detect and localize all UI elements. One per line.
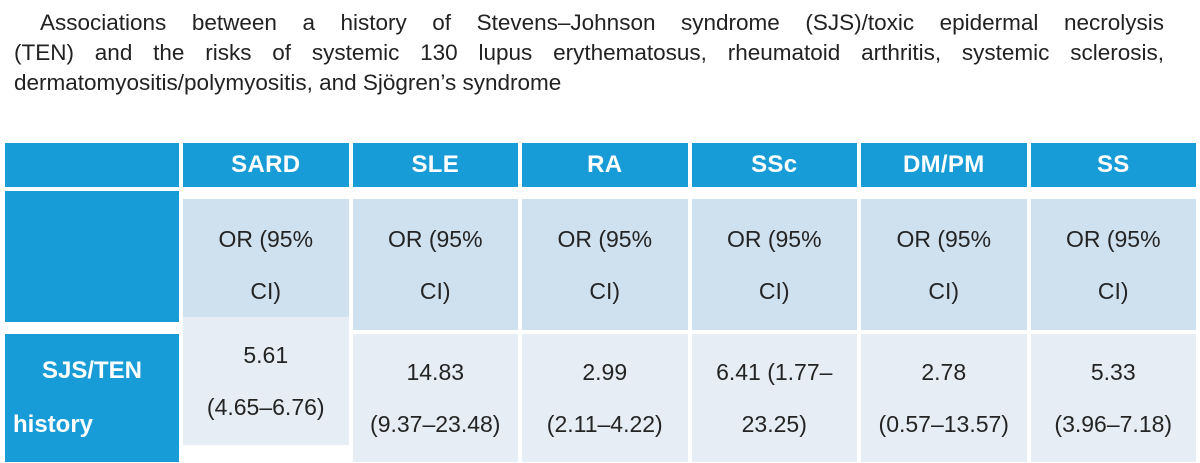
subheader-text: OR (95% [557, 225, 653, 252]
column-header-sard: SARD [183, 143, 349, 187]
value-cell-dmpm: 2.78 (0.57–13.57) [861, 334, 1027, 462]
subheader-sard: OR (95% CI) [183, 199, 349, 330]
caption-line-1: Associations between a history of Steven… [40, 10, 1164, 35]
subheader-text: OR (95% [387, 225, 483, 252]
subheader-sle: OR (95% CI) [352, 199, 518, 330]
value-cell-ssc: 6.41 (1.77– 23.25) [691, 334, 857, 462]
subheader-text: CI) [1097, 277, 1129, 304]
subheader-text: CI) [250, 277, 282, 304]
header-corner-cell [5, 143, 179, 187]
column-header-sle: SLE [352, 143, 518, 187]
or-value: 14.83 [406, 359, 465, 385]
or-value: 5.33 [1090, 359, 1136, 385]
row-header-line-2: history [13, 411, 94, 438]
subheader-text: OR (95% [896, 225, 992, 252]
subheader-ss: OR (95% CI) [1030, 199, 1196, 330]
or-value: 2.78 [921, 359, 967, 385]
column-header-ss: SS [1030, 143, 1196, 187]
subheader-text: OR (95% [726, 225, 822, 252]
column-header-dmpm: DM/PM [861, 143, 1027, 187]
column-header-ssc: SSc [691, 143, 857, 187]
caption-line-2: (TEN) and the risks of systemic 130 lupu… [14, 40, 1164, 65]
or-value: 6.41 (1.77– [716, 359, 833, 385]
ci-value: (0.57–13.57) [878, 411, 1009, 437]
subheader-text: OR (95% [1065, 225, 1161, 252]
ci-value: (4.65–6.76) [206, 394, 325, 420]
subheader-ssc: OR (95% CI) [691, 199, 857, 330]
subheader-text: CI) [419, 277, 451, 304]
subheader-text: CI) [928, 277, 960, 304]
subheader-text: OR (95% [218, 225, 314, 252]
table-caption: Associations between a history of Steven… [14, 8, 1164, 98]
value-cell-sard: 5.61 (4.65–6.76) [183, 317, 349, 445]
row-header-line-1: SJS/TEN [41, 357, 143, 384]
ci-value: (9.37–23.48) [370, 411, 501, 437]
row-header-sjs-ten-history: SJS/TEN history [5, 334, 179, 462]
value-cell-ss: 5.33 (3.96–7.18) [1030, 334, 1196, 462]
or-value: 5.61 [243, 342, 289, 368]
subheader-dmpm: OR (95% CI) [861, 199, 1027, 330]
caption-line-3: dermatomyositis/polymyositis, and Sjögre… [14, 70, 562, 95]
ci-value: 23.25) [741, 411, 807, 437]
value-cell-sle: 14.83 (9.37–23.48) [352, 334, 518, 462]
value-cell-ra: 2.99 (2.11–4.22) [522, 334, 688, 462]
subheader-ra: OR (95% CI) [522, 199, 688, 330]
subheader-text: CI) [758, 277, 790, 304]
or-value: 2.99 [582, 359, 628, 385]
subheader-spacer-cell [5, 191, 179, 322]
ci-value: (2.11–4.22) [546, 411, 663, 437]
subheader-text: CI) [589, 277, 621, 304]
column-header-ra: RA [522, 143, 688, 187]
associations-table: SARD SLE RA SSc DM/PM SS OR (95% CI) OR … [5, 143, 1196, 462]
ci-value: (3.96–7.18) [1054, 411, 1173, 437]
